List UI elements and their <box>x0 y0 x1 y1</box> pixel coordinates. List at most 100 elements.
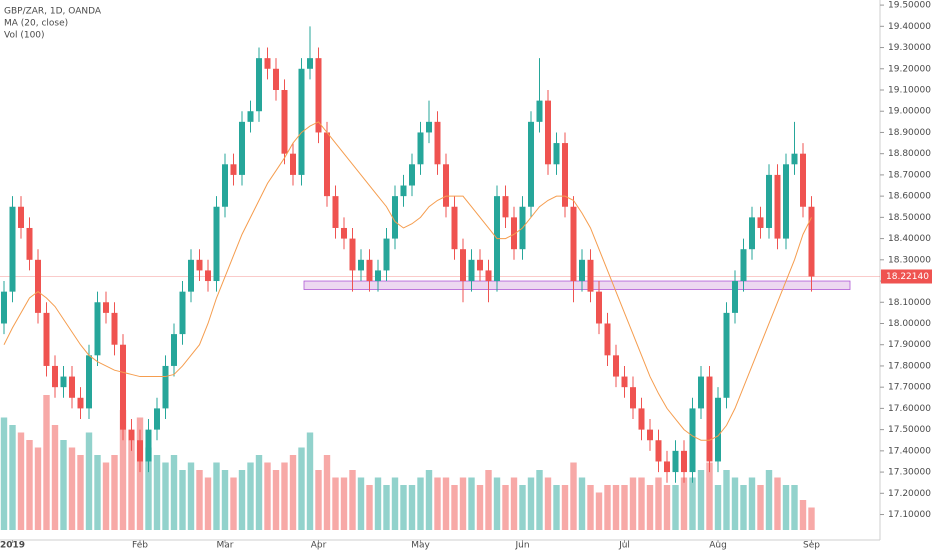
volume-bar <box>655 477 662 530</box>
candle-body <box>426 121 432 133</box>
x-tick-label: Mar <box>217 541 234 550</box>
volume-bar <box>544 477 552 530</box>
volume-bar <box>196 470 203 530</box>
candle-body <box>154 408 160 430</box>
volume-bar <box>315 470 322 530</box>
candle-body <box>698 376 704 409</box>
candle-body <box>502 196 509 218</box>
candle-body <box>664 461 670 473</box>
volume-bar <box>357 477 365 530</box>
volume-bar <box>417 477 424 530</box>
candle-body <box>528 121 534 207</box>
y-tick-label: 18.50000 <box>888 213 931 223</box>
candle-body <box>800 153 806 207</box>
y-tick-label: 17.40000 <box>888 446 931 456</box>
candle-body <box>451 206 458 250</box>
candle-body <box>256 58 262 112</box>
y-tick-label: 18.30000 <box>888 255 931 265</box>
candle-body <box>196 259 203 271</box>
volume-bar <box>740 485 747 530</box>
candle-body <box>137 440 143 462</box>
candle-body <box>290 153 296 175</box>
volume-bar <box>680 477 688 530</box>
candle-body <box>655 440 662 462</box>
candle-body <box>281 90 288 154</box>
x-tick-label: Aug <box>709 541 727 550</box>
y-tick-label: 18.60000 <box>888 192 931 202</box>
volume-bar <box>119 410 127 530</box>
candle-body <box>562 143 568 207</box>
volume-bar <box>672 485 679 530</box>
y-tick-label: 17.80000 <box>888 361 931 371</box>
volume-bar <box>808 507 815 530</box>
candle-body <box>205 270 211 282</box>
candle-body <box>485 270 492 282</box>
candle-body <box>434 121 441 165</box>
y-tick-label: 18.80000 <box>888 149 931 159</box>
volume-bar <box>519 485 526 530</box>
volume-bar <box>706 462 713 530</box>
volume-bar <box>128 440 135 530</box>
volume-bar <box>561 485 569 530</box>
y-tick-label: 18.10000 <box>888 298 931 308</box>
volume-bar <box>68 447 76 530</box>
candle-body <box>86 355 92 409</box>
volume-bar <box>85 432 93 530</box>
volume-bar <box>349 470 356 530</box>
volume-bar <box>663 485 671 530</box>
volume-bar <box>570 462 577 530</box>
candle-body <box>128 429 135 441</box>
x-tick-label: Feb <box>132 541 148 550</box>
candle-body <box>188 259 194 292</box>
candle-body <box>9 206 16 292</box>
volume-bar <box>485 470 492 530</box>
candle-body <box>315 58 322 133</box>
candle-body <box>400 185 407 197</box>
candle-body <box>553 143 560 165</box>
candle-body <box>579 259 585 282</box>
legend-symbol: GBP/ZAR, 1D, OANDA <box>4 7 102 17</box>
candle-body <box>298 68 305 175</box>
volume-bar <box>731 477 739 530</box>
candle-body <box>545 100 551 165</box>
volume-bar <box>111 455 118 530</box>
y-tick-label: 19.40000 <box>888 22 931 32</box>
volume-bar <box>442 477 450 530</box>
y-tick-label: 18.40000 <box>888 234 931 244</box>
y-tick-label: 19.00000 <box>888 107 931 117</box>
candle-body <box>630 387 636 409</box>
x-tick-label: Jun <box>514 541 529 550</box>
candle-body <box>647 429 653 441</box>
candle-body <box>443 164 449 207</box>
y-tick-label: 19.20000 <box>888 64 931 74</box>
volume-bar <box>17 432 25 530</box>
ma-line <box>3 121 812 441</box>
candle-body <box>570 206 577 282</box>
y-tick-label: 17.10000 <box>888 510 931 520</box>
volume-bar <box>408 485 416 530</box>
candle-body <box>706 376 713 462</box>
volume-bar <box>221 470 229 530</box>
candle-body <box>69 376 75 398</box>
candle-body <box>638 408 645 430</box>
candle-body <box>749 217 755 250</box>
y-tick-label: 18.90000 <box>888 128 931 138</box>
candle-body <box>307 58 313 69</box>
candle-body <box>596 291 602 324</box>
volume-bar <box>510 477 518 530</box>
candle-body <box>732 281 738 313</box>
candle-body <box>145 429 152 462</box>
volume-bar <box>604 485 611 530</box>
volume-bar <box>264 462 271 530</box>
candle-body <box>715 397 721 462</box>
volume-bar <box>213 462 220 530</box>
volume-bar <box>536 470 543 530</box>
volume-bar <box>238 470 246 530</box>
candle-body <box>171 334 177 366</box>
volume-bar <box>323 455 331 530</box>
volume-bar <box>77 455 84 530</box>
volume-bar <box>476 485 484 530</box>
y-tick-label: 18.70000 <box>888 170 931 180</box>
candle-body <box>247 111 254 122</box>
candle-body <box>468 259 475 282</box>
